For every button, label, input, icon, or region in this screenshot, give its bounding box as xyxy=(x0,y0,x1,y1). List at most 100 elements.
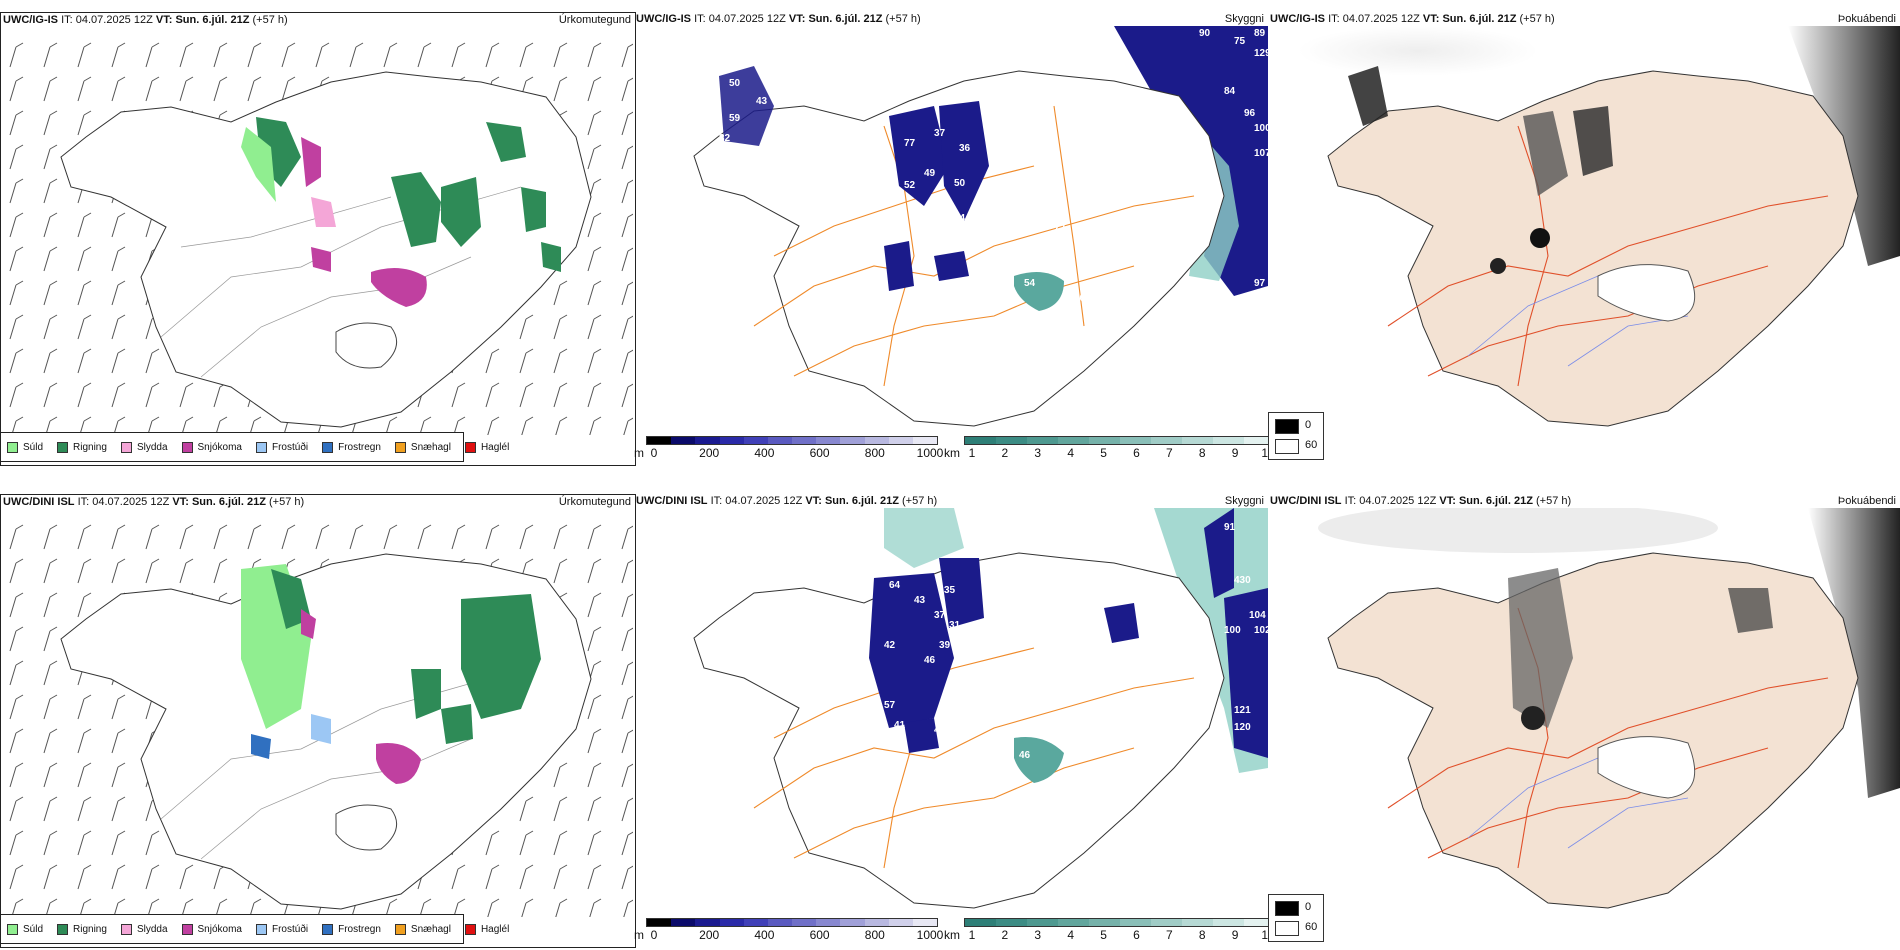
wind-barb xyxy=(77,46,85,68)
wind-barb-flag xyxy=(49,110,58,116)
wind-barb-flag xyxy=(457,524,466,530)
colorbar-segment xyxy=(912,437,938,444)
wind-barb-flag xyxy=(525,76,534,82)
wind-barb-flag xyxy=(117,898,126,904)
panel-header: UWC/DINI ISL IT: 04.07.2025 12Z VT: Sun.… xyxy=(636,495,938,507)
wind-barb xyxy=(621,868,629,890)
wind-barb xyxy=(453,420,459,435)
colorbar-tick-label: 3 xyxy=(1034,928,1042,942)
wind-barb-flag xyxy=(15,762,24,768)
wind-barb-flag xyxy=(627,831,633,836)
wind-barb-flag xyxy=(15,42,24,48)
cloud-base-label: 71 xyxy=(884,303,896,314)
colorbar-segment xyxy=(888,437,913,444)
wind-barb-flag xyxy=(49,728,58,734)
wind-barb-flag xyxy=(15,830,24,836)
cloud-base-label: 75 xyxy=(1234,36,1246,47)
wind-barb xyxy=(553,386,561,408)
wind-barb-flag xyxy=(49,626,58,632)
panel-title: Úrkomutegund xyxy=(558,496,631,508)
wind-barb xyxy=(77,80,85,102)
wind-barb-flag xyxy=(15,76,24,82)
wind-barb-flag xyxy=(219,592,228,598)
panel-title: Úrkomutegund xyxy=(558,14,631,26)
colorbar-segment xyxy=(816,437,841,444)
wind-barb-flag xyxy=(491,864,500,870)
wind-barb xyxy=(9,630,17,652)
wind-barb-flag xyxy=(593,864,602,870)
wind-barb xyxy=(519,386,527,408)
wind-barb-flag xyxy=(559,864,568,870)
wind-barb xyxy=(113,420,119,435)
wind-barb xyxy=(621,800,629,822)
wind-barb xyxy=(281,528,289,550)
wind-barb xyxy=(77,868,85,890)
legend-item: Haglél xyxy=(464,923,509,935)
wind-barb-flag xyxy=(83,76,92,82)
legend-item: Frostregn xyxy=(322,923,381,935)
fog-scale-min-label: 60 xyxy=(1305,921,1318,933)
wind-barb-flag xyxy=(117,42,126,48)
wind-barb xyxy=(553,318,561,340)
wind-barb-flag xyxy=(593,76,602,82)
wind-barb xyxy=(9,250,17,272)
fog-scale-min-swatch xyxy=(1275,439,1299,454)
legend-item: Snjókoma xyxy=(181,441,242,453)
cloud-base-label: 50 xyxy=(729,78,741,89)
wind-barb-flag xyxy=(151,898,160,904)
wind-barb xyxy=(179,562,187,584)
wind-barb-flag xyxy=(117,694,126,700)
wind-barb xyxy=(453,902,459,917)
wind-barb xyxy=(77,250,85,272)
cloud-base-label: 76 xyxy=(1074,293,1086,304)
wind-barb-flag xyxy=(49,592,58,598)
wind-barb-flag xyxy=(117,314,126,320)
legend-item: Frostúði xyxy=(255,441,308,453)
colorbar-segment xyxy=(1120,919,1151,926)
colorbar-segment xyxy=(695,919,720,926)
wind-barb-flag xyxy=(15,348,24,354)
colorbar-segment xyxy=(792,437,817,444)
wind-barb-flag xyxy=(423,42,432,48)
wind-barb-flag xyxy=(49,416,58,422)
wind-barb xyxy=(621,284,629,306)
wind-barb xyxy=(77,352,85,374)
legend-swatch xyxy=(322,923,334,935)
wind-barb-flag xyxy=(83,830,92,836)
wind-barb-flag xyxy=(627,383,633,388)
wind-barb xyxy=(215,420,221,435)
wind-barb-flag xyxy=(49,348,58,354)
wind-barb-flag xyxy=(287,42,296,48)
wind-barb-flag xyxy=(185,864,194,870)
wind-barb-flag xyxy=(457,416,466,422)
wind-barb xyxy=(179,386,187,408)
colorbar-tick-label: 6 xyxy=(1133,928,1140,942)
wind-barb xyxy=(247,46,255,68)
legend-swatch xyxy=(181,441,193,453)
colorbar-tick-label: 200 xyxy=(699,446,720,460)
wind-barb xyxy=(77,698,85,720)
colorbar-segment xyxy=(1244,437,1275,444)
cloud-base-label: 52 xyxy=(889,740,901,751)
wind-barb-flag xyxy=(627,213,633,218)
wind-barb xyxy=(111,318,119,340)
wind-barb xyxy=(145,216,153,238)
legend-swatch xyxy=(394,923,406,935)
wind-barb xyxy=(587,318,595,340)
wind-barb xyxy=(621,318,629,340)
colorbar-segment xyxy=(996,437,1027,444)
wind-barb xyxy=(521,902,527,917)
wind-barb-flag xyxy=(185,42,194,48)
cloud-panel-row1: UWC/IG-IS IT: 04.07.2025 12Z VT: Sun. 6.… xyxy=(634,12,1268,432)
colorbar-tick-label: 200 xyxy=(699,928,720,942)
wind-barb-flag xyxy=(15,864,24,870)
wind-barb xyxy=(45,420,51,435)
wind-barb xyxy=(351,902,357,917)
wind-barb-flag xyxy=(83,280,92,286)
panel-header: UWC/IG-IS IT: 04.07.2025 12Z VT: Sun. 6.… xyxy=(636,13,921,25)
fog-map xyxy=(1298,26,1900,427)
wind-barb-flag xyxy=(627,559,633,564)
wind-barb-flag xyxy=(627,281,633,286)
fog-scale-min-swatch xyxy=(1275,921,1299,936)
colorbar-tick-label: 600 xyxy=(809,446,830,460)
